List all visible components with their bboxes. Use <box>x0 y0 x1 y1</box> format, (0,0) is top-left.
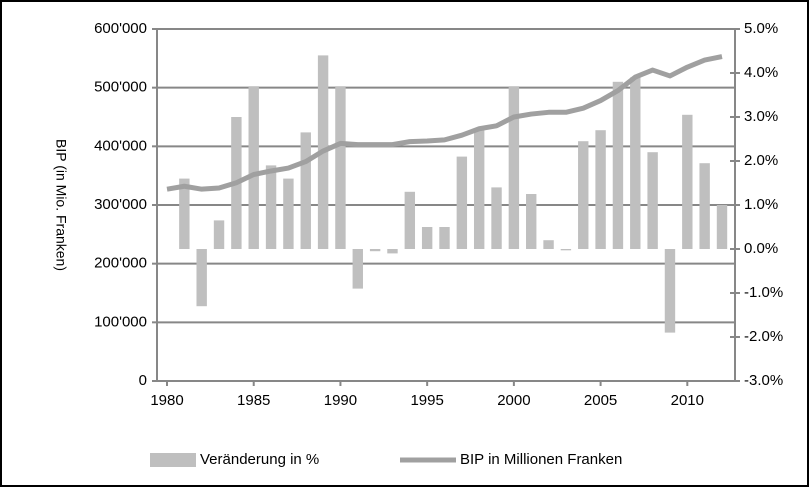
bar <box>699 163 710 249</box>
bar <box>578 141 589 249</box>
bar <box>595 130 606 249</box>
y-tick-label: 300'000 <box>94 196 147 213</box>
y2-tick-label: -2.0% <box>744 328 783 345</box>
x-tick-label: 1980 <box>150 392 183 409</box>
bar <box>543 240 554 249</box>
bar <box>647 152 658 249</box>
bar <box>421 227 433 249</box>
bar <box>265 165 277 249</box>
x-tick-label: 1990 <box>324 392 357 409</box>
bar <box>283 178 294 249</box>
y2-tick-label: -3.0% <box>744 372 783 389</box>
line <box>166 54 723 192</box>
legend-label: BIP in Millionen Franken <box>460 451 622 468</box>
y2-tick-label: 3.0% <box>744 108 778 125</box>
legend-swatch <box>150 453 196 467</box>
bar <box>630 77 641 250</box>
y2-tick-label: 5.0% <box>744 20 778 37</box>
bar <box>716 205 728 249</box>
bar <box>491 187 502 249</box>
bar <box>560 249 572 251</box>
y2-tick-label: 2.0% <box>744 152 778 169</box>
y2-tick-label: 4.0% <box>744 64 778 81</box>
y-tick-label: 600'000 <box>94 20 147 37</box>
bar <box>369 249 381 252</box>
bar <box>300 132 311 249</box>
y-tick-label: 0 <box>139 372 147 389</box>
y-axis-label: BIP (in Mio. Franken) <box>53 139 69 271</box>
x-tick-label: 2000 <box>497 392 530 409</box>
bar <box>335 86 346 249</box>
bar <box>196 249 207 307</box>
y-tick-label: 200'000 <box>94 255 147 272</box>
bar <box>473 130 485 249</box>
x-tick-label: 1995 <box>410 392 443 409</box>
y-tick-label: 500'000 <box>94 79 147 96</box>
bar <box>612 81 624 249</box>
bar <box>387 249 398 254</box>
bar <box>248 86 259 249</box>
bar <box>664 249 676 333</box>
x-tick-label: 1985 <box>237 392 270 409</box>
bar <box>179 178 190 249</box>
bar <box>456 156 468 249</box>
bar <box>352 249 363 289</box>
bar <box>526 194 537 249</box>
bar <box>213 220 225 249</box>
legend-label: Veränderung in % <box>200 451 319 468</box>
y-tick-label: 400'000 <box>94 137 147 154</box>
x-tick-label: 2010 <box>671 392 704 409</box>
bar <box>404 191 416 249</box>
bar <box>508 86 520 249</box>
y2-tick-label: 0.0% <box>744 240 778 257</box>
bar <box>439 227 450 249</box>
y2-tick-label: 1.0% <box>744 196 778 213</box>
y-tick-label: 100'000 <box>94 313 147 330</box>
bar <box>682 114 693 249</box>
y2-tick-label: -1.0% <box>744 284 783 301</box>
x-tick-label: 2005 <box>584 392 617 409</box>
